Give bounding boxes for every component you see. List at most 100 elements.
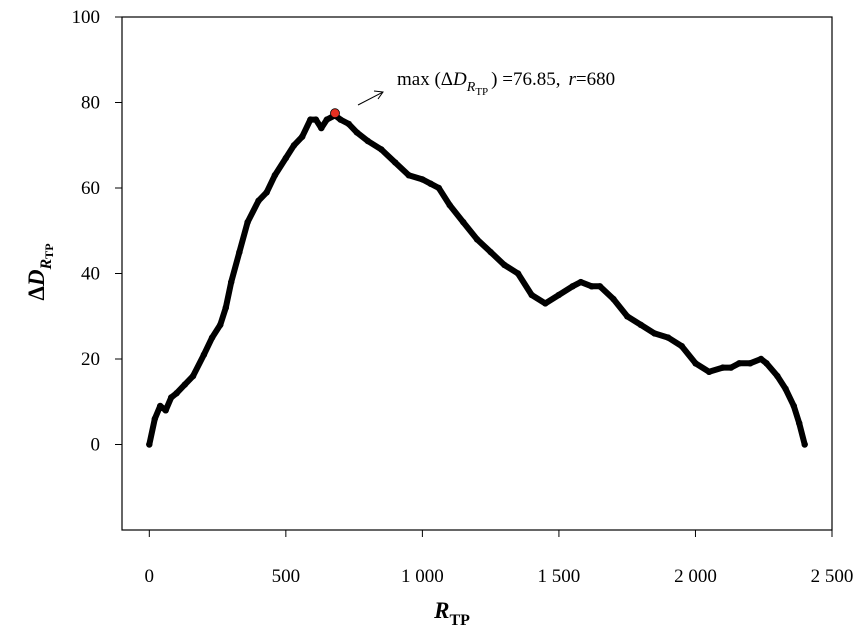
data-point (181, 381, 188, 388)
data-point (801, 441, 808, 448)
max-annotation: max (ΔDRTP) =76.85, r=680 (357, 69, 615, 106)
data-point (705, 368, 713, 375)
data-point (323, 116, 330, 123)
max-point-marker (330, 108, 340, 119)
annotation-text: max (ΔDRTP) =76.85, r=680 (397, 69, 615, 98)
data-point (173, 390, 180, 397)
data-point (727, 364, 735, 371)
data-point (736, 360, 743, 367)
y-tick-label: 60 (81, 178, 100, 199)
y-axis-title-sub-main: R (38, 258, 55, 270)
data-point (569, 283, 576, 290)
x-tick-label: 1 000 (401, 566, 444, 587)
y-axis-title-delta: Δ (24, 286, 49, 301)
data-point (624, 313, 631, 320)
x-tick-label: 2 000 (674, 566, 717, 587)
data-point (577, 278, 584, 286)
y-axis-title: ΔDRTP (24, 243, 56, 300)
data-point (542, 300, 549, 307)
data-point (757, 355, 765, 363)
x-axis-title-sub: TP (449, 612, 470, 629)
data-point (555, 291, 563, 299)
data-point (228, 278, 235, 286)
annotation-sub-main: R (466, 80, 476, 95)
data-point (419, 176, 426, 183)
data-point (236, 248, 243, 256)
data-point (222, 304, 229, 311)
x-tick-label: 0 (145, 566, 155, 587)
data-point (514, 270, 522, 277)
annotation-r-label: r (568, 69, 576, 90)
series-layer (146, 108, 808, 448)
annotation-sub-sub: TP (475, 86, 488, 98)
data-point (763, 360, 770, 367)
data-point (271, 172, 279, 179)
x-axis-title: RTP (433, 598, 470, 629)
data-point (651, 330, 658, 337)
x-tick-label: 500 (272, 566, 301, 587)
data-point (678, 343, 685, 350)
data-point (255, 197, 262, 204)
data-point (151, 415, 158, 423)
series-line (146, 112, 808, 448)
y-tick-label: 100 (72, 7, 101, 28)
data-point (299, 133, 306, 140)
y-tick-label: 20 (81, 349, 100, 370)
data-point (665, 334, 672, 341)
data-point (200, 351, 208, 358)
data-point (307, 116, 314, 123)
data-point (337, 116, 344, 123)
y-axis-title-main: D (24, 269, 49, 287)
data-point (318, 124, 325, 132)
data-point (378, 146, 385, 153)
x-axis-ticks: 0 500 1 000 1 500 2 000 2 500 (145, 530, 854, 587)
data-point (364, 137, 371, 145)
data-point (528, 291, 535, 299)
data-point (146, 441, 153, 448)
data-point (282, 154, 289, 162)
y-axis-title-sub-sub: TP (42, 243, 56, 258)
data-point (217, 321, 224, 328)
data-point (782, 385, 789, 393)
data-point (435, 184, 442, 192)
x-axis-title-main: R (433, 598, 449, 623)
data-point (208, 334, 216, 341)
data-point (244, 219, 251, 226)
annotation-var: D (452, 69, 467, 90)
annotation-suffix: ) =76.85, (491, 69, 560, 90)
data-point (796, 419, 803, 427)
annotation-arrow-head (373, 90, 384, 100)
y-tick-label: 40 (81, 264, 100, 285)
data-point (168, 394, 175, 401)
data-point (473, 236, 481, 243)
data-point (446, 201, 453, 209)
y-tick-label: 80 (81, 93, 100, 114)
x-tick-label: 1 500 (538, 566, 581, 587)
data-point (157, 402, 164, 410)
data-point (637, 321, 644, 328)
annotation-arrow-line (357, 91, 384, 106)
annotation-r-value: =680 (576, 69, 615, 90)
data-point (353, 129, 360, 136)
data-point (774, 372, 781, 380)
y-tick-label: 0 (91, 435, 101, 456)
data-point (790, 402, 797, 410)
data-point (312, 116, 320, 123)
data-point (596, 283, 604, 290)
data-point (263, 189, 270, 196)
data-point (162, 407, 169, 414)
x-tick-label: 2 500 (811, 566, 854, 587)
data-point (588, 283, 595, 290)
data-point (487, 248, 494, 256)
data-point (405, 172, 412, 179)
data-point (692, 360, 699, 367)
data-point (746, 360, 754, 367)
data-point (610, 295, 617, 303)
y-axis-ticks: 0 20 40 60 80 100 (72, 7, 122, 456)
data-point (427, 180, 434, 187)
annotation-prefix: max (Δ (397, 69, 453, 90)
data-point (189, 372, 197, 380)
data-point (345, 120, 352, 128)
data-point (391, 159, 399, 166)
